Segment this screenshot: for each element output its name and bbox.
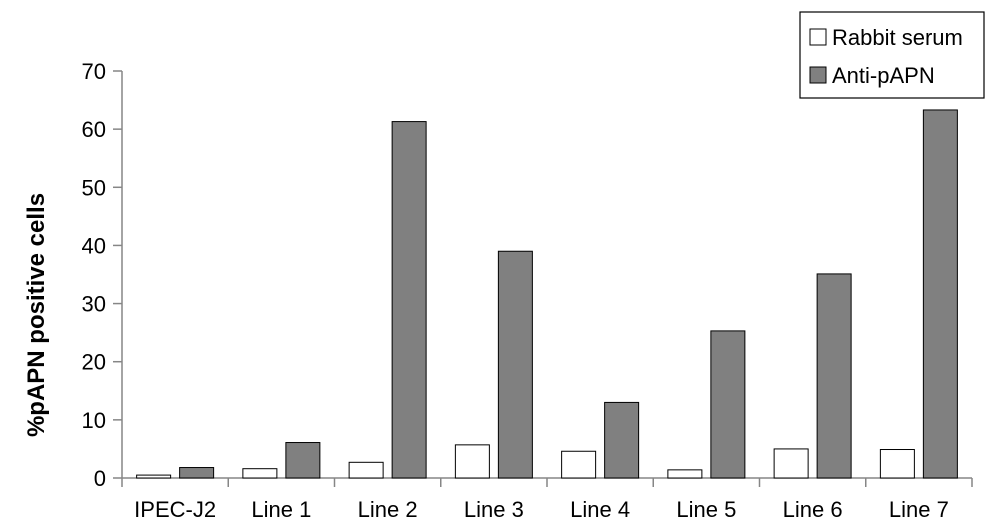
legend-label: Anti-pAPN — [832, 63, 935, 88]
rabbit-serum-bar — [348, 461, 384, 479]
y-tick-label: 0 — [94, 466, 106, 491]
legend-swatch — [809, 28, 827, 46]
y-axis-label-group: %pAPN positive cells — [23, 193, 50, 437]
x-tick-label: Line 3 — [464, 497, 524, 522]
anti-papn-bar — [816, 273, 852, 479]
x-tick-label: Line 2 — [358, 497, 418, 522]
y-tick-label: 20 — [82, 350, 106, 375]
rabbit-serum-bar — [879, 449, 915, 479]
rabbit-serum-bar — [667, 469, 703, 479]
x-tick-label: IPEC-J2 — [134, 497, 216, 522]
x-axis: IPEC-J2 Line 1 Line 2 Line 3 Line 4 Line 5 Lin… — [121, 477, 973, 522]
anti-papn-bar — [710, 330, 746, 479]
y-tick-label: 30 — [82, 292, 106, 317]
y-tick-label: 40 — [82, 233, 106, 258]
legend: Rabbit serum Anti-pAPN — [799, 11, 985, 99]
rabbit-serum-bar — [454, 444, 490, 479]
legend-box — [799, 11, 985, 99]
anti-papn-bar — [285, 442, 321, 479]
anti-papn-bar — [604, 401, 640, 479]
anti-papn-bar — [179, 467, 215, 479]
anti-papn-bar — [922, 109, 958, 479]
legend-label: Rabbit serum — [832, 25, 963, 50]
y-tick-label: 70 — [82, 59, 106, 84]
y-tick-label: 10 — [82, 408, 106, 433]
bars — [136, 109, 958, 479]
y-axis: 0 10 20 30 40 50 60 70 — [82, 59, 123, 491]
y-tick-label: 60 — [82, 117, 106, 142]
x-tick-label: Line 6 — [783, 497, 843, 522]
rabbit-serum-bar — [136, 474, 172, 479]
anti-papn-bar — [391, 121, 427, 479]
x-tick-label: Line 1 — [251, 497, 311, 522]
rabbit-serum-bar — [242, 468, 278, 479]
y-tick-label: 50 — [82, 175, 106, 200]
x-tick-label: Line 4 — [570, 497, 630, 522]
x-tick-label: Line 5 — [676, 497, 736, 522]
anti-papn-bar — [497, 250, 533, 479]
rabbit-serum-bar — [773, 448, 809, 479]
legend-swatch — [809, 66, 827, 84]
rabbit-serum-bar — [561, 450, 597, 479]
x-tick-label: Line 7 — [889, 497, 949, 522]
y-axis-label: %pAPN positive cells — [23, 193, 50, 437]
